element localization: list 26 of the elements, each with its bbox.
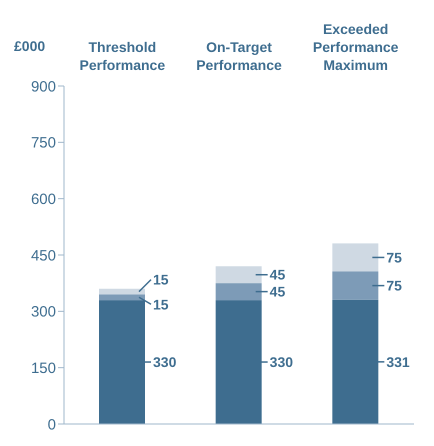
bar xyxy=(332,243,378,272)
data-label: 75 xyxy=(386,249,402,266)
y-tick-label: 600 xyxy=(30,190,56,208)
data-label: 15 xyxy=(153,296,169,312)
y-axis-title: £000 xyxy=(14,38,46,54)
y-tick-label: 750 xyxy=(30,134,56,152)
bar xyxy=(216,283,262,300)
data-label: 45 xyxy=(270,284,286,300)
bar xyxy=(216,266,262,284)
x-tick-label: Threshold Performance xyxy=(80,39,166,73)
data-label: 331 xyxy=(386,354,410,370)
data-label: 330 xyxy=(153,354,177,370)
bar xyxy=(99,294,145,300)
y-tick-label: 450 xyxy=(30,247,56,264)
y-tick-label: 300 xyxy=(30,304,56,321)
y-tick-label: 0 xyxy=(48,416,56,434)
data-label: 330 xyxy=(270,354,294,370)
data-label: 75 xyxy=(386,278,402,294)
data-label: 15 xyxy=(153,272,169,288)
bar xyxy=(99,288,145,294)
y-tick-label: 900 xyxy=(30,78,56,96)
y-tick-label: 150 xyxy=(30,360,56,377)
x-tick-label: On-Target Performance xyxy=(196,39,282,73)
x-tick-label: Exceeded Performance Maximum xyxy=(312,21,399,73)
data-label: 45 xyxy=(270,266,286,283)
bar xyxy=(332,272,378,300)
